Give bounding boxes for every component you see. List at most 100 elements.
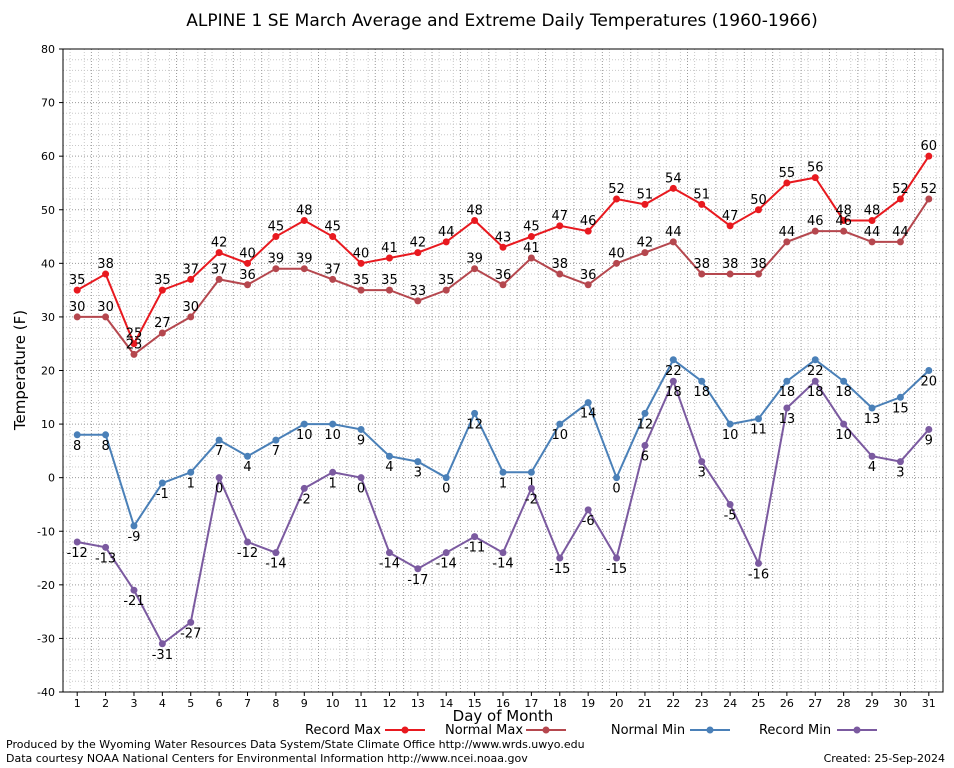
record-min-data-label: -14 [436,557,457,572]
normal-min-point [442,474,450,482]
record-min-point [584,506,592,514]
record-min-data-label: -14 [265,557,286,572]
y-tick-label: 0 [48,472,55,485]
normal-min-point [215,436,223,444]
normal-max-data-label: 36 [239,268,256,283]
normal-min-point [130,522,138,530]
normal-max-point [868,238,876,246]
normal-max-data-label: 44 [665,225,682,240]
record-min-point [158,640,166,648]
normal-min-point [357,425,365,433]
legend-label-record-max: Record Max [305,723,381,738]
record-max-point [556,222,564,230]
y-tick-label: 80 [41,43,55,56]
record-max-point [442,238,450,246]
record-max-data-label: 48 [864,203,881,218]
record-min-data-label: 3 [698,466,706,481]
x-tick-label: 28 [837,697,851,710]
normal-max-point [215,275,223,283]
record-min-data-label: -21 [123,594,144,609]
record-min-point [868,452,876,460]
normal-max-data-label: 37 [211,262,228,277]
normal-min-data-label: 8 [101,439,109,454]
normal-max-data-label: 39 [466,252,483,267]
normal-max-point [669,238,677,246]
record-min-point [414,565,422,573]
normal-max-point [187,313,195,321]
x-tick-label: 31 [922,697,936,710]
record-min-point [272,549,280,557]
normal-min-point [584,399,592,407]
normal-min-data-label: -1 [156,487,169,502]
normal-min-point [471,409,479,417]
normal-min-data-label: 7 [215,444,223,459]
normal-max-point [584,281,592,289]
record-min-point [244,538,252,546]
record-max-data-label: 50 [750,193,767,208]
normal-max-data-label: 46 [807,214,824,229]
record-min-data-label: 13 [779,412,796,427]
normal-max-point [414,297,422,305]
record-max-data-label: 38 [97,257,114,272]
x-tick-label: 19 [581,697,595,710]
record-min-data-label: 18 [807,385,824,400]
record-min-data-label: -27 [180,626,201,641]
record-max-point [811,174,819,182]
y-tick-label: 60 [41,150,55,163]
x-tick-label: 20 [610,697,624,710]
record-max-data-label: 54 [665,171,682,186]
record-max-point [357,259,365,267]
record-min-point [669,377,677,385]
x-tick-label: 23 [695,697,709,710]
record-max-data-label: 42 [410,236,427,251]
normal-max-point [925,195,933,203]
record-max-point [158,286,166,294]
record-max-point [187,275,195,283]
normal-min-point [300,420,308,428]
normal-max-data-label: 35 [438,273,455,288]
legend-marker-record-max [401,726,409,734]
footer-produced-by: Produced by the Wyoming Water Resources … [6,738,585,751]
legend-marker-normal-min [706,726,714,734]
normal-min-point [272,436,280,444]
y-tick-label: -40 [37,686,55,699]
normal-min-point [527,468,535,476]
record-max-data-label: 46 [580,214,597,229]
record-max-point [584,227,592,235]
normal-min-data-label: 4 [243,460,251,475]
normal-min-point [158,479,166,487]
record-max-point [329,233,337,241]
record-max-point [215,249,223,257]
legend-label-normal-max: Normal Max [445,723,523,738]
x-tick-label: 29 [865,697,879,710]
normal-max-data-label: 35 [381,273,398,288]
record-min-data-label: -12 [67,546,88,561]
record-max-data-label: 60 [921,139,938,154]
record-min-data-label: 9 [925,433,933,448]
x-tick-label: 21 [638,697,652,710]
normal-max-data-label: 38 [552,257,569,272]
normal-max-data-label: 23 [126,337,143,352]
normal-min-point [726,420,734,428]
record-min-point [613,554,621,562]
normal-min-point [102,431,110,439]
record-max-data-label: 52 [608,182,625,197]
record-min-data-label: -31 [152,648,173,663]
record-max-data-label: 55 [779,166,796,181]
normal-min-data-label: 22 [807,364,824,379]
normal-max-point [442,286,450,294]
normal-min-data-label: 0 [612,482,620,497]
normal-max-point [272,265,280,273]
record-max-point [414,249,422,257]
record-min-data-label: 10 [835,428,852,443]
footer-created: Created: 25-Sep-2024 [824,752,945,765]
y-axis-label: Temperature (F) [11,310,29,431]
normal-min-data-label: 18 [835,385,852,400]
normal-max-point [754,270,762,278]
normal-min-point [641,409,649,417]
record-max-data-label: 42 [211,236,228,251]
record-max-data-label: 48 [296,203,313,218]
record-max-point [244,259,252,267]
